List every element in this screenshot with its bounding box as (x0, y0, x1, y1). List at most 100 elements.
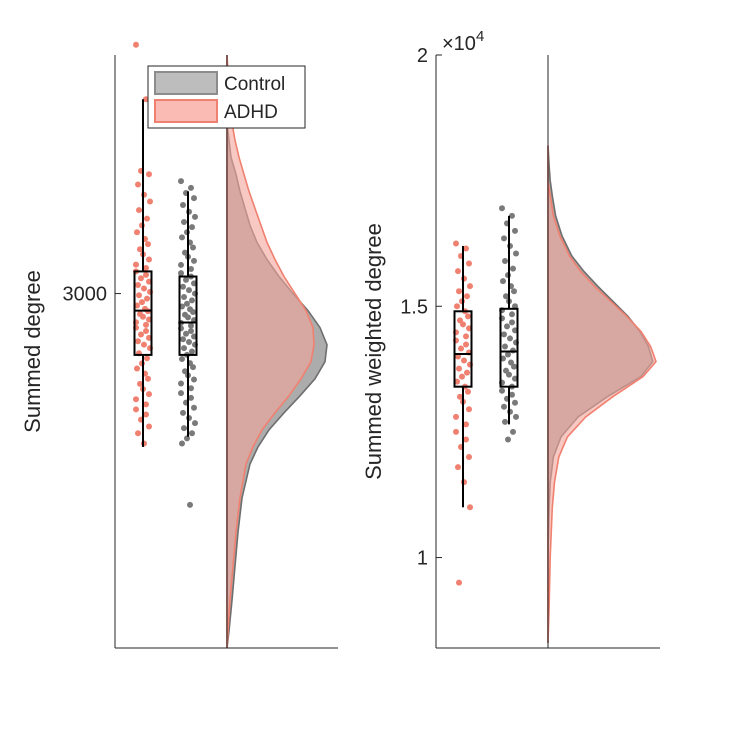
point-control (180, 283, 186, 290)
point-adhd (147, 198, 153, 205)
point-adhd (454, 303, 460, 310)
y-axis-label: Summed weighted degree (361, 223, 386, 480)
point-control (510, 265, 516, 272)
point-adhd (461, 357, 467, 364)
point-control (501, 235, 507, 242)
point-control (499, 387, 505, 394)
point-adhd (464, 293, 470, 300)
point-control (181, 425, 187, 432)
y-exponent-label: ×104 (442, 28, 484, 55)
point-control (186, 338, 192, 345)
panel-summed-degree: 3000 Summed degree (20, 41, 338, 649)
point-adhd (143, 401, 149, 408)
point-adhd (466, 454, 472, 461)
point-control (180, 336, 186, 343)
point-adhd (466, 406, 472, 413)
point-control (179, 234, 185, 241)
legend-label-control: Control (224, 74, 285, 95)
point-adhd (144, 355, 150, 362)
point-control (185, 314, 191, 321)
point-adhd (466, 260, 472, 267)
point-control (504, 323, 510, 330)
point-adhd (137, 246, 143, 253)
point-adhd (464, 369, 470, 376)
legend-swatch-control (154, 71, 218, 95)
point-control (189, 430, 195, 437)
point-adhd (463, 333, 469, 340)
point-control (191, 195, 197, 202)
point-adhd (463, 421, 469, 428)
box-control (178, 275, 198, 356)
density-adhd (226, 54, 315, 649)
point-adhd (145, 375, 151, 382)
point-control (186, 287, 192, 294)
point-control (188, 394, 194, 401)
point-control (184, 300, 190, 307)
point-control (192, 213, 198, 220)
y-tick-label: 1.5 (400, 296, 428, 318)
point-adhd (133, 406, 139, 413)
point-control (188, 328, 194, 335)
point-control (188, 266, 194, 273)
y-axis-label: Summed degree (20, 270, 45, 433)
point-control (511, 288, 517, 295)
point-adhd (136, 292, 142, 299)
point-control (510, 347, 516, 354)
point-control (499, 205, 505, 212)
point-adhd (460, 321, 466, 328)
point-control (178, 380, 184, 387)
point-adhd (138, 331, 144, 338)
point-adhd (135, 430, 141, 437)
point-adhd (143, 411, 149, 418)
point-control (505, 436, 511, 443)
point-adhd (143, 328, 149, 335)
point-control (501, 403, 507, 410)
point-adhd (137, 380, 143, 387)
point-adhd (459, 373, 465, 380)
point-control (181, 293, 187, 300)
point-control (512, 227, 518, 234)
panel-summed-weighted-degree: 1 1.5 2 ×104 Summed weighted degree (361, 28, 660, 649)
point-control (183, 276, 189, 283)
point-control (181, 345, 187, 352)
point-adhd (146, 256, 152, 263)
point-control (506, 371, 512, 378)
point-adhd (136, 207, 142, 214)
point-control (509, 311, 515, 318)
point-control (189, 224, 195, 231)
box-adhd (453, 310, 473, 388)
point-control (189, 297, 195, 304)
point-control (500, 278, 506, 285)
point-control (190, 364, 196, 371)
point-control (178, 390, 184, 397)
point-adhd (134, 229, 140, 236)
y-tick-label: 3000 (63, 284, 108, 306)
point-adhd (141, 285, 147, 292)
point-adhd (138, 275, 144, 282)
point-control (183, 330, 189, 337)
point-adhd (465, 388, 471, 395)
point-adhd (457, 393, 463, 400)
point-control (501, 331, 507, 338)
point-adhd (135, 282, 141, 289)
point-adhd (467, 283, 473, 290)
point-control (188, 184, 194, 191)
point-adhd (456, 365, 462, 372)
point-control (189, 348, 195, 355)
point-control (507, 335, 513, 342)
point-control (512, 303, 518, 310)
box-control (499, 307, 519, 388)
point-control (502, 343, 508, 350)
point-control (180, 201, 186, 208)
point-adhd (146, 171, 152, 178)
point-adhd (146, 423, 152, 430)
point-adhd (455, 464, 461, 471)
point-adhd (143, 271, 149, 278)
point-control (179, 440, 185, 447)
point-adhd (458, 345, 464, 352)
point-control (190, 308, 196, 315)
density-adhd (547, 145, 657, 644)
point-control (191, 376, 197, 383)
point-control (512, 399, 518, 406)
point-adhd (143, 265, 149, 272)
